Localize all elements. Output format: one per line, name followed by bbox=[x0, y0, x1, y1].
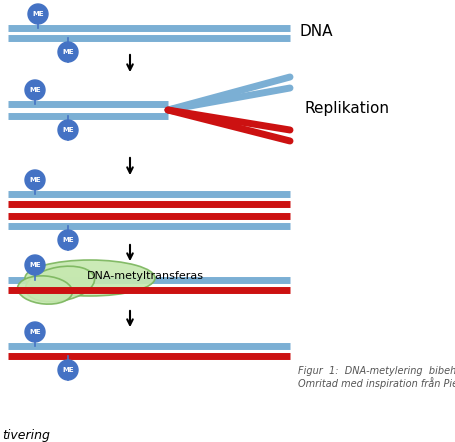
Text: Replikation: Replikation bbox=[304, 100, 389, 115]
Text: ME: ME bbox=[32, 11, 44, 17]
Text: Figur  1:  DNA-metylering  bibehåå: Figur 1: DNA-metylering bibehåå bbox=[298, 364, 455, 376]
Circle shape bbox=[58, 230, 78, 250]
Text: tivering: tivering bbox=[2, 428, 50, 442]
Text: Omritad med inspiration från Pieré: Omritad med inspiration från Pieré bbox=[298, 377, 455, 389]
Text: ME: ME bbox=[29, 262, 41, 268]
Circle shape bbox=[58, 42, 78, 62]
Circle shape bbox=[25, 255, 45, 275]
Text: ME: ME bbox=[62, 367, 74, 373]
Text: ME: ME bbox=[29, 177, 41, 183]
Text: DNA-metyltransferas: DNA-metyltransferas bbox=[86, 271, 203, 281]
Circle shape bbox=[28, 4, 48, 24]
Circle shape bbox=[58, 120, 78, 140]
Circle shape bbox=[25, 322, 45, 342]
Circle shape bbox=[58, 360, 78, 380]
Text: ME: ME bbox=[62, 49, 74, 55]
Ellipse shape bbox=[25, 266, 94, 302]
Ellipse shape bbox=[25, 260, 155, 296]
Circle shape bbox=[25, 170, 45, 190]
Circle shape bbox=[25, 80, 45, 100]
Text: ME: ME bbox=[29, 87, 41, 93]
Text: DNA: DNA bbox=[299, 24, 333, 39]
Ellipse shape bbox=[18, 276, 72, 304]
Text: ME: ME bbox=[62, 237, 74, 243]
Text: ME: ME bbox=[62, 127, 74, 133]
Text: ME: ME bbox=[29, 329, 41, 335]
